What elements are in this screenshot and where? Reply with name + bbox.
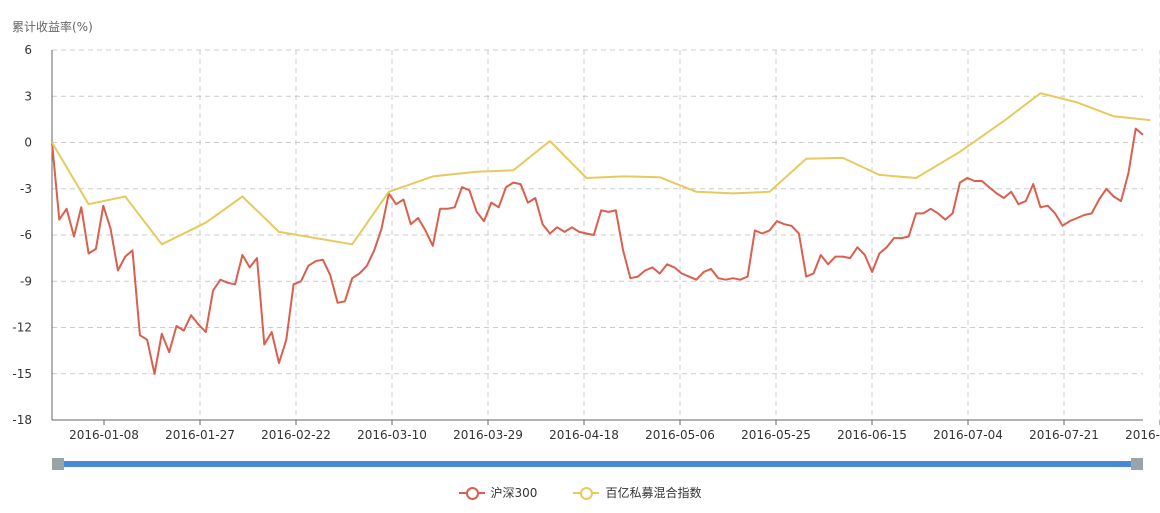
legend-item-private-fund-index[interactable]: 百亿私募混合指数	[573, 484, 701, 501]
x-axis: 2016-01-08 2016-01-27 2016-02-22 2016-03-10…	[51, 50, 1160, 442]
y-tick-label: -6	[20, 228, 32, 242]
zoom-handle-left[interactable]	[52, 458, 64, 470]
x-tick-label: 2016-08-09	[1125, 428, 1160, 442]
y-tick-label: 6	[24, 43, 32, 57]
x-tick-label: 2016-07-21	[1029, 428, 1099, 442]
series-lines	[51, 92, 1151, 375]
y-axis-title: 累计收益率(%)	[12, 20, 93, 34]
y-tick-label: -12	[12, 321, 32, 335]
y-tick-label: -18	[12, 413, 32, 427]
series-line-hs300	[51, 127, 1144, 375]
legend-label: 百亿私募混合指数	[605, 486, 702, 500]
y-tick-label: -9	[20, 274, 32, 288]
x-tick-label: 2016-01-08	[69, 428, 139, 442]
y-tick-label: -15	[12, 367, 32, 381]
data-zoom-slider[interactable]	[52, 458, 1143, 470]
legend-item-hs300[interactable]: 沪深300	[458, 484, 538, 501]
y-tick-label: -3	[20, 182, 32, 196]
grid	[52, 49, 1160, 420]
x-tick-label: 2016-05-25	[741, 428, 811, 442]
series-line-private-fund-index	[51, 92, 1151, 246]
x-tick-label: 2016-02-22	[261, 428, 331, 442]
legend-label: 沪深300	[490, 486, 538, 500]
x-tick-label: 2016-06-15	[837, 428, 907, 442]
y-tick-label: 3	[24, 89, 32, 103]
legend-marker-icon	[458, 486, 485, 500]
y-tick-label: 0	[24, 136, 32, 150]
zoom-handle-right[interactable]	[1131, 458, 1143, 470]
x-tick-label: 2016-03-10	[357, 428, 427, 442]
y-axis: 6 3 0 -3 -6 -9 -12 -15 -18	[12, 43, 32, 427]
x-tick-label: 2016-03-29	[453, 428, 523, 442]
x-tick-label: 2016-05-06	[645, 428, 715, 442]
zoom-range-bar[interactable]	[57, 461, 1138, 467]
x-tick-label: 2016-01-27	[165, 428, 235, 442]
x-tick-label: 2016-07-04	[933, 428, 1003, 442]
legend-marker-icon	[573, 486, 600, 500]
legend: 沪深300 百亿私募混合指数	[0, 484, 1160, 501]
x-tick-label: 2016-04-18	[549, 428, 619, 442]
